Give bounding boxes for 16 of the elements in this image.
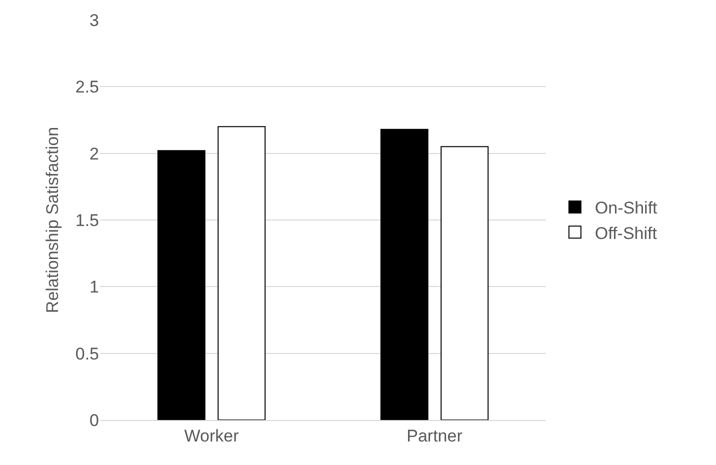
x-tick-label: Partner <box>406 426 463 446</box>
y-tick-label: 1 <box>90 278 99 297</box>
bar <box>440 146 489 420</box>
legend-label: On-Shift <box>594 198 658 218</box>
bar <box>380 128 428 420</box>
y-tick-label: 2.5 <box>75 78 99 97</box>
y-tick-label: 1.5 <box>75 210 99 230</box>
bar <box>157 150 206 420</box>
y-tick-label: 0 <box>90 410 99 430</box>
y-axis-title: Relationship Satisfaction <box>42 126 62 314</box>
y-tick-label: 3 <box>90 10 99 30</box>
y-tick-label: 0.5 <box>75 344 99 364</box>
legend-label: Off-Shift <box>594 224 658 243</box>
y-tick-label: 2 <box>90 144 99 164</box>
x-tick-label: Worker <box>184 426 240 446</box>
bar <box>218 126 266 420</box>
